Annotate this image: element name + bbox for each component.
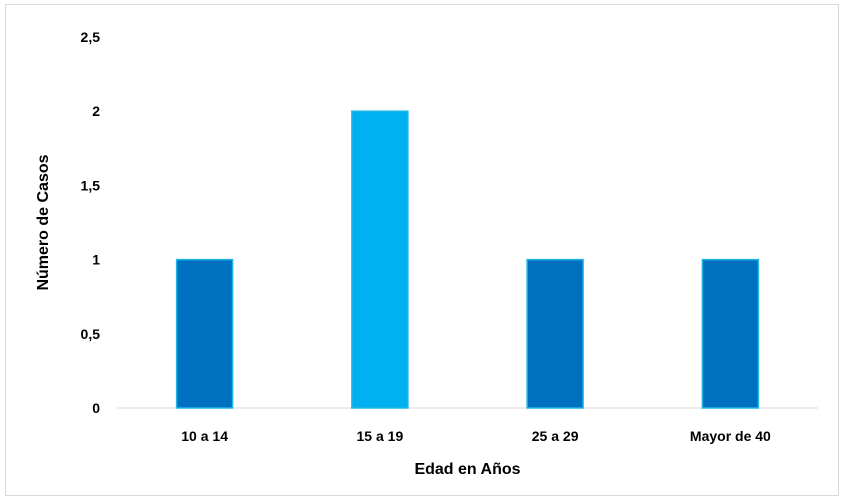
x-tick-label: 15 a 19 [357,428,404,444]
x-axis-title: Edad en Años [414,461,520,478]
y-axis-ticks: 0 0,5 1 1,5 2 2,5 [81,29,101,416]
x-tick-label: Mayor de 40 [690,428,771,444]
y-tick-label: 2,5 [81,29,101,45]
chart-frame [5,4,839,496]
bars [175,110,760,409]
y-tick-label: 1,5 [81,177,101,193]
x-tick-label: 10 a 14 [181,428,228,444]
bar [701,258,760,409]
y-tick-label: 1 [92,252,100,268]
y-tick-label: 0 [92,400,100,416]
y-tick-label: 2 [92,103,100,119]
y-axis-title: Número de Casos [35,154,52,290]
x-tick-label: 25 a 29 [532,428,579,444]
y-tick-label: 0,5 [81,326,101,342]
bar [526,258,584,409]
bar [351,110,409,409]
bar [175,258,234,409]
x-axis-ticks: 10 a 14 15 a 19 25 a 29 Mayor de 40 [181,428,771,444]
